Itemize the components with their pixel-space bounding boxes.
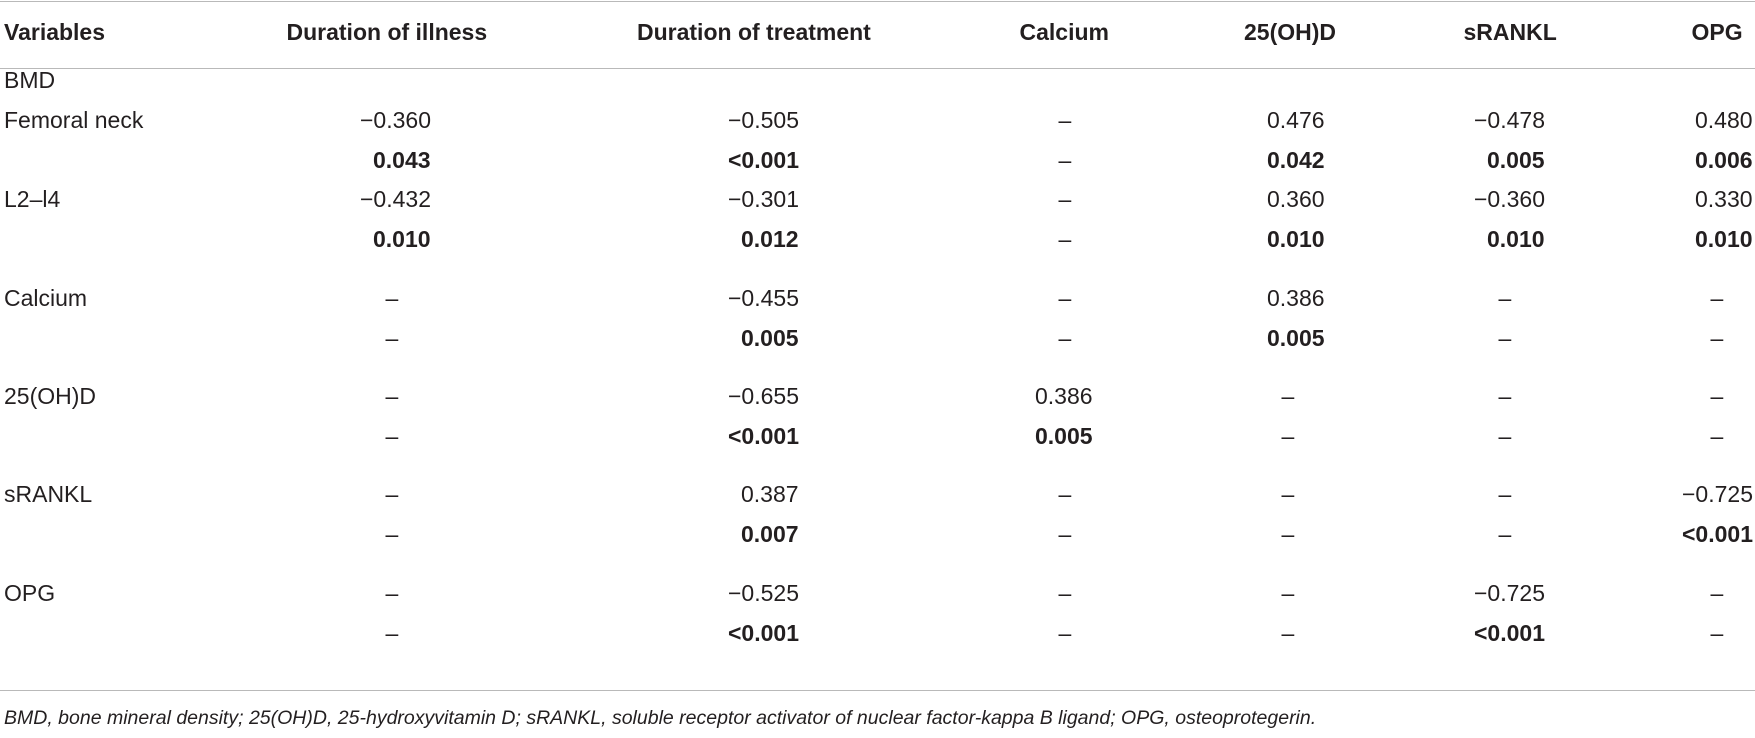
correlation-cell: – bbox=[1710, 285, 1724, 311]
row-label-srankl: sRANKL bbox=[4, 481, 93, 507]
correlation-cell: – bbox=[1058, 285, 1072, 311]
p-value-cell: 0.042 bbox=[1267, 147, 1325, 173]
p-value-cell: – bbox=[385, 521, 399, 547]
p-value-cell: <0.001 bbox=[728, 147, 799, 173]
correlation-cell: – bbox=[1058, 580, 1072, 606]
p-value-cell: 0.006 bbox=[1695, 147, 1753, 173]
header-duration-of-illness: Duration of illness bbox=[286, 19, 488, 45]
correlation-cell: – bbox=[385, 580, 399, 606]
p-value-cell: – bbox=[1498, 325, 1512, 351]
p-value-cell: – bbox=[1710, 620, 1724, 646]
p-value-cell: <0.001 bbox=[1682, 521, 1753, 547]
correlation-cell: −0.478 bbox=[1474, 107, 1545, 133]
p-value-cell: 0.010 bbox=[1695, 226, 1753, 252]
p-value-cell: – bbox=[1058, 620, 1072, 646]
p-value-cell: <0.001 bbox=[728, 620, 799, 646]
correlation-cell: 0.360 bbox=[1267, 186, 1325, 212]
p-value-cell: – bbox=[1058, 325, 1072, 351]
p-value-cell: – bbox=[1058, 521, 1072, 547]
header-25ohd: 25(OH)D bbox=[1244, 19, 1337, 45]
correlation-cell: – bbox=[385, 285, 399, 311]
correlation-cell: −0.360 bbox=[360, 107, 431, 133]
header-duration-of-treatment: Duration of treatment bbox=[637, 19, 871, 45]
correlation-cell: 0.387 bbox=[741, 481, 799, 507]
header-srankl: sRANKL bbox=[1463, 19, 1557, 45]
row-label-25-oh-d: 25(OH)D bbox=[4, 383, 97, 409]
correlation-cell: – bbox=[1281, 481, 1295, 507]
correlation-cell: −0.725 bbox=[1682, 481, 1753, 507]
correlation-cell: −0.301 bbox=[728, 186, 799, 212]
correlation-cell: 0.330 bbox=[1695, 186, 1753, 212]
correlation-cell: 0.386 bbox=[1267, 285, 1325, 311]
correlation-cell: – bbox=[1710, 383, 1724, 409]
correlation-cell: 0.480 bbox=[1695, 107, 1753, 133]
p-value-cell: 0.010 bbox=[1487, 226, 1545, 252]
table-bottom-rule bbox=[0, 690, 1755, 691]
p-value-cell: 0.005 bbox=[741, 325, 799, 351]
p-value-cell: 0.007 bbox=[741, 521, 799, 547]
correlation-cell: 0.476 bbox=[1267, 107, 1325, 133]
correlation-cell: – bbox=[385, 383, 399, 409]
row-label-calcium: Calcium bbox=[4, 285, 88, 311]
correlation-cell: – bbox=[1058, 107, 1072, 133]
correlation-cell: – bbox=[1498, 285, 1512, 311]
table-top-rule bbox=[0, 1, 1755, 2]
p-value-cell: – bbox=[1710, 325, 1724, 351]
p-value-cell: – bbox=[1281, 521, 1295, 547]
p-value-cell: – bbox=[385, 423, 399, 449]
p-value-cell: – bbox=[1281, 620, 1295, 646]
row-label-opg: OPG bbox=[4, 580, 56, 606]
table-footnote: BMD, bone mineral density; 25(OH)D, 25-h… bbox=[4, 707, 1317, 729]
correlation-cell: – bbox=[1058, 481, 1072, 507]
p-value-cell: <0.001 bbox=[728, 423, 799, 449]
correlation-cell: – bbox=[1058, 186, 1072, 212]
p-value-cell: 0.005 bbox=[1487, 147, 1545, 173]
correlation-cell: −0.655 bbox=[728, 383, 799, 409]
row-label-l2-l4: L2–l4 bbox=[4, 186, 61, 212]
p-value-cell: 0.012 bbox=[741, 226, 799, 252]
correlation-cell: – bbox=[385, 481, 399, 507]
header-variables: Variables bbox=[4, 19, 106, 45]
correlation-cell: −0.432 bbox=[360, 186, 431, 212]
correlation-cell: – bbox=[1281, 383, 1295, 409]
p-value-cell: 0.005 bbox=[1035, 423, 1093, 449]
p-value-cell: <0.001 bbox=[1474, 620, 1545, 646]
correlation-cell: −0.455 bbox=[728, 285, 799, 311]
p-value-cell: – bbox=[1710, 423, 1724, 449]
row-label-femoral-neck: Femoral neck bbox=[4, 107, 144, 133]
p-value-cell: 0.005 bbox=[1267, 325, 1325, 351]
correlation-cell: −0.525 bbox=[728, 580, 799, 606]
p-value-cell: 0.043 bbox=[373, 147, 431, 173]
header-opg: OPG bbox=[1691, 19, 1743, 45]
p-value-cell: – bbox=[1281, 423, 1295, 449]
table-header-rule bbox=[0, 68, 1755, 69]
correlation-cell: −0.725 bbox=[1474, 580, 1545, 606]
correlation-cell: – bbox=[1498, 481, 1512, 507]
header-calcium: Calcium bbox=[1019, 19, 1109, 45]
correlation-cell: −0.505 bbox=[728, 107, 799, 133]
p-value-cell: – bbox=[1498, 423, 1512, 449]
p-value-cell: – bbox=[385, 620, 399, 646]
correlation-cell: −0.360 bbox=[1474, 186, 1545, 212]
correlation-cell: – bbox=[1281, 580, 1295, 606]
p-value-cell: – bbox=[1058, 226, 1072, 252]
correlation-cell: – bbox=[1498, 383, 1512, 409]
p-value-cell: 0.010 bbox=[373, 226, 431, 252]
row-label-bmd: BMD bbox=[4, 67, 56, 93]
correlation-cell: 0.386 bbox=[1035, 383, 1093, 409]
p-value-cell: – bbox=[1498, 521, 1512, 547]
p-value-cell: 0.010 bbox=[1267, 226, 1325, 252]
p-value-cell: – bbox=[385, 325, 399, 351]
correlation-cell: – bbox=[1710, 580, 1724, 606]
p-value-cell: – bbox=[1058, 147, 1072, 173]
